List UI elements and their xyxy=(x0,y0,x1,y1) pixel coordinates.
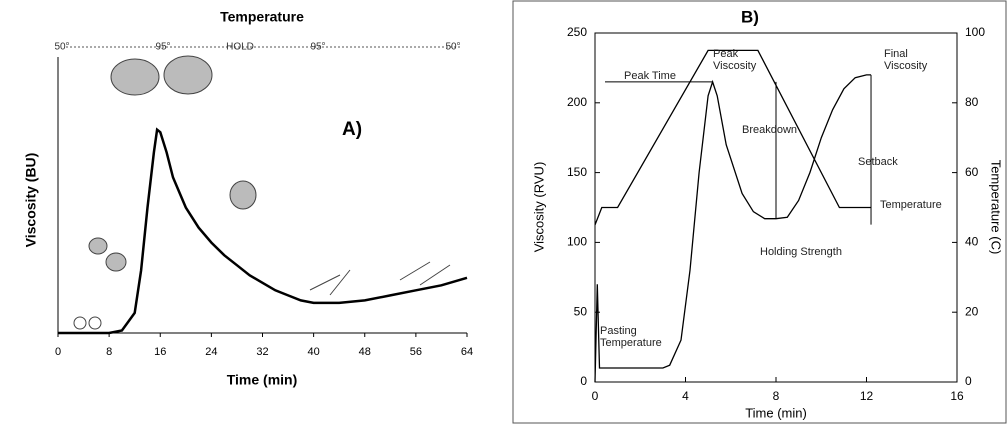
x-tick-label: 56 xyxy=(410,346,422,358)
y2-tick-label: 20 xyxy=(965,304,979,318)
x-tick-label: 8 xyxy=(773,389,780,403)
temperature-label: 50° xyxy=(54,42,69,53)
x-axis-label: Time (min) xyxy=(745,405,807,420)
temperature-label: HOLD xyxy=(226,42,254,53)
x-tick-label: 0 xyxy=(592,389,599,403)
x-axis-label: Time (min) xyxy=(227,372,298,388)
y2-tick-label: 0 xyxy=(965,374,972,388)
x-tick-label: 16 xyxy=(950,389,964,403)
annotation: Peak Time xyxy=(624,70,676,82)
temperature-label: 95° xyxy=(155,42,170,53)
y2-tick-label: 40 xyxy=(965,235,979,249)
y-tick-label: 0 xyxy=(580,374,587,388)
y-axis-label: Viscosity (RVU) xyxy=(531,162,546,253)
y-axis-label: Viscosity (BU) xyxy=(23,153,39,248)
x-tick-label: 12 xyxy=(860,389,874,403)
granule-sketches xyxy=(74,56,450,329)
y-tick-label: 200 xyxy=(567,95,587,109)
y2-tick-label: 100 xyxy=(965,25,985,39)
y2-axis-label: Temperature (C) xyxy=(989,160,1004,255)
annotation: Pasting Temperature xyxy=(600,325,670,349)
x-tick-label: 16 xyxy=(154,346,166,358)
x-tick-label: 8 xyxy=(106,346,112,358)
annotation: Breakdown xyxy=(742,124,797,136)
annotation: Holding Strength xyxy=(760,246,842,258)
chart: TemperatureA)50°95°HOLD95°50°08162432404… xyxy=(0,0,1008,425)
y2-tick-label: 60 xyxy=(965,165,979,179)
temperature-label: 50° xyxy=(445,42,460,53)
temperature-label: 95° xyxy=(310,42,325,53)
x-tick-label: 4 xyxy=(682,389,689,403)
annotation: Final Viscosity xyxy=(884,48,942,72)
x-tick-label: 24 xyxy=(205,346,217,358)
y-tick-label: 250 xyxy=(567,25,587,39)
x-tick-label: 32 xyxy=(256,346,268,358)
annotation: Setback xyxy=(858,156,898,168)
viscosity-line xyxy=(58,130,467,333)
y-tick-label: 50 xyxy=(574,304,588,318)
x-tick-label: 48 xyxy=(359,346,371,358)
annotation: Temperature xyxy=(880,199,942,211)
y2-tick-label: 80 xyxy=(965,95,979,109)
chart-title: Temperature xyxy=(220,9,304,25)
x-tick-label: 0 xyxy=(55,346,61,358)
annotation: Peak Viscosity xyxy=(713,48,768,72)
x-tick-label: 64 xyxy=(461,346,473,358)
y-tick-label: 150 xyxy=(567,165,587,179)
panel-label: A) xyxy=(342,119,362,140)
chart-title: B) xyxy=(741,7,759,26)
x-tick-label: 40 xyxy=(308,346,320,358)
figure: TemperatureA)50°95°HOLD95°50°08162432404… xyxy=(0,0,1008,425)
y-tick-label: 100 xyxy=(567,235,587,249)
